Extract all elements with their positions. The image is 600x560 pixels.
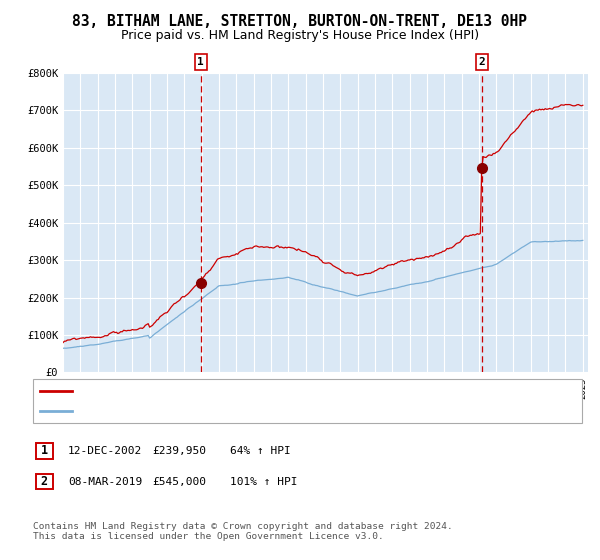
Text: 2: 2 (479, 57, 485, 67)
Text: £545,000: £545,000 (152, 477, 206, 487)
Text: 12-DEC-2002: 12-DEC-2002 (68, 446, 142, 456)
Text: 64% ↑ HPI: 64% ↑ HPI (230, 446, 290, 456)
Text: HPI: Average price, detached house, East Staffordshire: HPI: Average price, detached house, East… (79, 405, 403, 416)
Text: Price paid vs. HM Land Registry's House Price Index (HPI): Price paid vs. HM Land Registry's House … (121, 29, 479, 42)
Text: Contains HM Land Registry data © Crown copyright and database right 2024.
This d: Contains HM Land Registry data © Crown c… (33, 522, 453, 542)
Text: 08-MAR-2019: 08-MAR-2019 (68, 477, 142, 487)
Text: 83, BITHAM LANE, STRETTON, BURTON-ON-TRENT, DE13 0HP: 83, BITHAM LANE, STRETTON, BURTON-ON-TRE… (73, 14, 527, 29)
Text: 101% ↑ HPI: 101% ↑ HPI (230, 477, 298, 487)
Text: 2: 2 (41, 475, 48, 488)
Text: 83, BITHAM LANE, STRETTON, BURTON-ON-TRENT, DE13 0HP (detached house): 83, BITHAM LANE, STRETTON, BURTON-ON-TRE… (79, 386, 493, 396)
Text: 1: 1 (197, 57, 204, 67)
Text: 1: 1 (41, 444, 48, 458)
Text: £239,950: £239,950 (152, 446, 206, 456)
